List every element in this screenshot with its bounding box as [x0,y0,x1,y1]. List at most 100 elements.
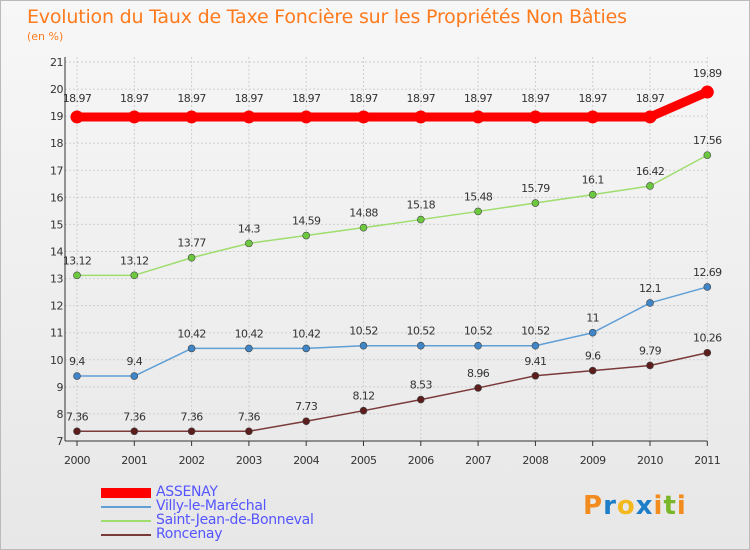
y-tick-label: 20 [50,83,63,96]
series-line-roncenay [76,351,709,433]
data-label: 18.97 [636,92,665,105]
data-point [130,271,139,280]
legend-swatch [101,534,151,536]
data-label: 18.97 [120,92,149,105]
data-label: 16.42 [636,165,665,178]
x-tick-label: 2003 [236,454,262,467]
data-point [187,253,196,262]
series-line-assenay [72,87,712,122]
chart-title: Evolution du Taux de Taxe Foncière sur l… [27,6,627,28]
x-tick-label: 2001 [121,454,147,467]
data-point [130,427,139,436]
y-tick-label: 14 [50,246,63,259]
data-label: 18.97 [521,92,550,105]
data-label: 18.97 [578,92,607,105]
series-assenay [70,85,714,124]
data-label: 14.88 [349,207,378,220]
data-point [130,372,139,380]
data-point [359,406,368,415]
logo-letter: i [653,491,664,521]
data-point [646,182,654,190]
data-label: 18.97 [407,92,436,105]
x-tick-label: 2007 [465,454,491,467]
data-point [187,427,196,436]
data-label: 17.56 [693,134,722,147]
data-point [302,231,311,240]
data-label: 8.12 [352,390,374,403]
data-label: 10.26 [693,332,722,345]
legend-label: Villy-le-Maréchal [156,498,267,514]
data-point [528,110,542,124]
data-label: 8.96 [467,367,490,380]
data-label: 15.18 [407,199,436,212]
data-point [242,110,256,124]
data-label: 9.4 [126,355,142,368]
y-tick-label: 16 [50,191,63,204]
data-label: 18.97 [292,92,321,105]
x-tick-label: 2011 [694,454,720,467]
data-point [359,341,368,350]
series-villy-le-marechal [73,283,712,380]
data-point [586,110,600,124]
data-label: 7.36 [238,410,261,423]
legend-swatch [101,488,151,498]
data-point [359,223,368,232]
data-point [531,371,540,380]
data-label: 9.4 [69,355,85,368]
data-label: 18.97 [235,92,264,105]
data-point [245,427,253,436]
y-tick-label: 10 [50,354,63,367]
data-point [531,341,540,350]
data-label: 14.3 [238,222,261,235]
y-tick-label: 17 [50,164,63,177]
data-label: 15.79 [521,182,550,195]
data-point [588,366,597,375]
data-point [73,427,81,436]
x-tick-label: 2006 [408,454,434,467]
y-tick-label: 15 [50,218,63,231]
data-label: 10.42 [292,327,321,340]
x-tick-label: 2009 [580,454,606,467]
y-tick-label: 12 [50,300,63,313]
data-point [646,361,654,370]
data-point [245,344,253,353]
data-point [703,348,712,357]
y-tick-label: 18 [50,137,63,150]
data-label: 12.69 [693,266,722,279]
data-label: 7.73 [295,400,318,413]
data-label: 16.1 [582,174,604,187]
data-point [416,215,425,224]
legend-label: Saint-Jean-de-Bonneval [156,512,314,528]
data-point [471,110,485,124]
data-point [73,372,81,380]
data-label: 13.12 [63,254,92,267]
data-point [302,344,311,353]
y-tick-label: 9 [57,381,64,394]
series-roncenay [73,348,712,436]
series-line-saint-jean-de-bonneval [76,154,709,277]
data-point [416,395,425,404]
data-point [185,110,199,124]
data-label: 10.52 [349,325,378,338]
data-point [357,110,370,124]
logo-letter: P [583,491,604,521]
y-axis-unit-label: (en %) [27,30,64,43]
data-label: 14.59 [292,215,321,228]
x-tick-label: 2002 [179,454,205,467]
y-tick-label: 11 [50,327,63,340]
data-label: 18.97 [464,92,493,105]
data-point [700,85,714,99]
data-point [474,207,482,216]
data-label: 19.89 [693,67,722,80]
logo-letter: r [603,491,617,521]
data-point [703,283,712,291]
data-point [703,151,712,159]
x-tick-label: 2004 [293,454,319,467]
data-label: 10.42 [177,327,206,340]
legend-label: Roncenay [156,526,223,542]
data-label: 13.12 [120,254,149,267]
data-point [474,341,482,350]
y-tick-label: 13 [50,273,63,286]
